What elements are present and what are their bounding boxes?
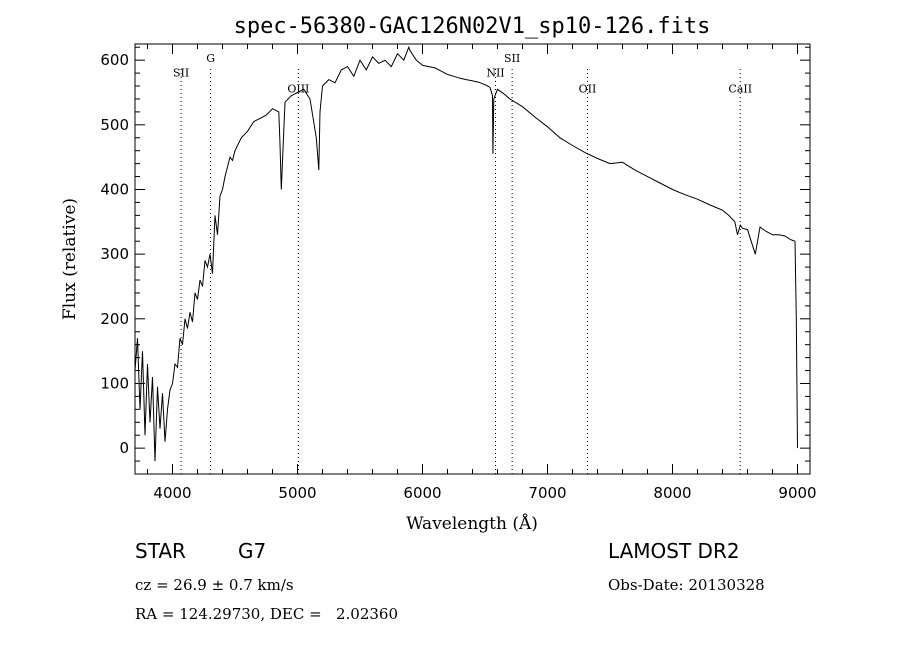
y-tick-label: 500 [100,116,129,134]
x-tick-label: 4000 [153,484,191,502]
coordinates: RA = 124.29730, DEC = 2.02360 [135,605,398,623]
spectral-line-label: SII [504,52,520,65]
x-tick-label: 6000 [403,484,441,502]
x-tick-label: 8000 [653,484,691,502]
spectral-line-label: G [206,52,215,65]
y-axis-label: Flux (relative) [60,198,80,320]
y-tick-label: 100 [100,374,129,392]
spectral-line-label: OII [579,82,597,95]
plot-frame [134,43,811,475]
y-tick-label: 300 [100,245,129,263]
survey-name: LAMOST DR2 [608,539,740,563]
spectral-line-label: SII [173,66,189,79]
y-tick-label: 0 [119,439,129,457]
spectral-line-label: CaII [728,82,752,95]
redshift-value: cz = 26.9 ± 0.7 km/s [135,576,294,594]
object-type: STAR [135,539,186,563]
spectrum-line [134,45,798,462]
axis-ticks [135,44,810,474]
x-tick-label: 5000 [278,484,316,502]
observation-date: Obs-Date: 20130328 [608,576,765,594]
y-tick-label: 600 [100,51,129,69]
spectral-line-label: OIII [287,82,309,95]
axis-tick-labels: 4000 5000 6000 7000 8000 9000 0 100 200 300 400 500… [100,51,816,502]
x-tick-label: 9000 [778,484,816,502]
x-tick-label: 7000 [528,484,566,502]
object-subclass: G7 [238,539,266,563]
y-tick-label: 400 [100,180,129,198]
spectral-line-label: NII [486,66,504,79]
chart-title: spec-56380-GAC126N02V1_sp10-126.fits [234,14,711,39]
x-axis-label: Wavelength (Å) [406,513,538,534]
y-tick-label: 200 [100,310,129,328]
